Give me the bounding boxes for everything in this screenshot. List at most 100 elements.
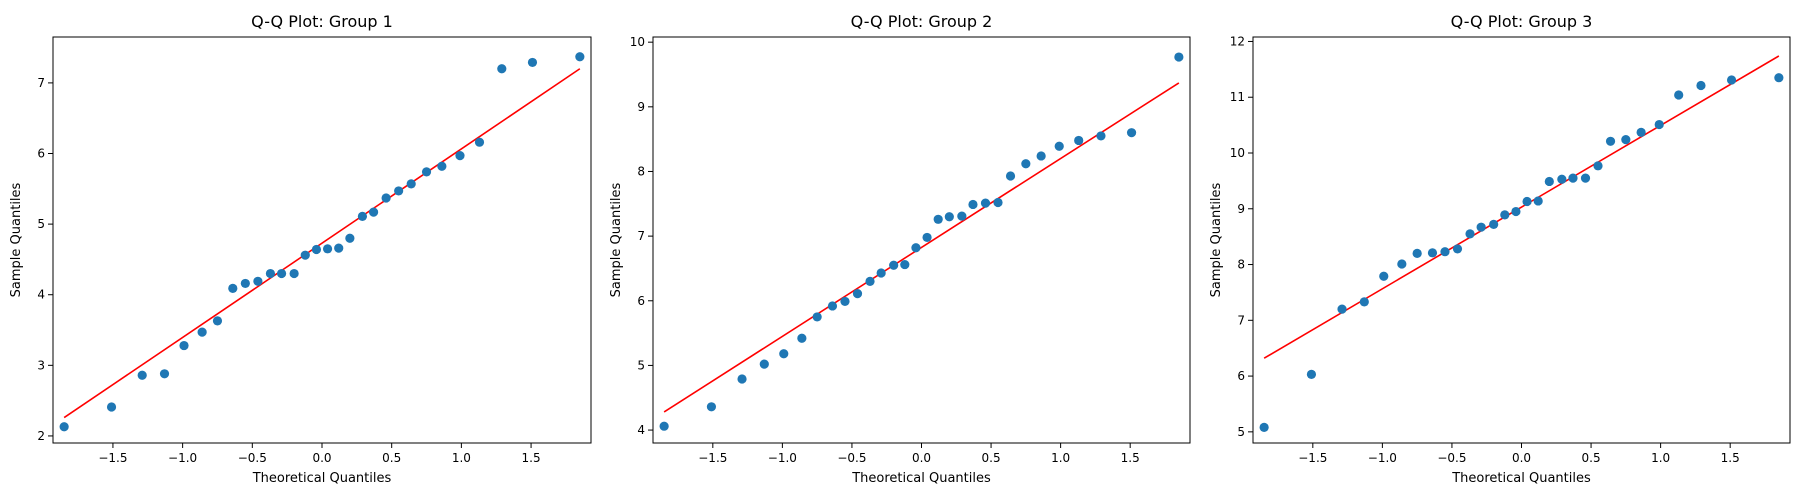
y-tick-label: 5 <box>1237 425 1245 439</box>
x-tick-label: −1.0 <box>1368 451 1397 465</box>
x-tick-label: −1.0 <box>768 451 797 465</box>
data-point <box>437 161 447 171</box>
data-point <box>406 179 416 189</box>
data-point <box>1654 119 1664 130</box>
y-tick-label: 2 <box>37 429 45 443</box>
y-tick-label: 3 <box>37 358 45 372</box>
data-point <box>779 349 789 359</box>
data-point <box>1544 176 1554 187</box>
data-point <box>812 312 822 322</box>
data-point <box>1259 422 1269 432</box>
x-tick-label: 0.0 <box>912 451 931 465</box>
x-axis-label: Theoretical Quantiles <box>851 471 991 486</box>
data-point <box>922 232 932 243</box>
data-point <box>197 327 207 337</box>
plot-frame <box>52 36 592 444</box>
data-point <box>759 359 769 369</box>
data-point <box>840 296 850 307</box>
data-point <box>1511 206 1521 217</box>
x-tick-label: −1.5 <box>98 451 127 465</box>
data-point <box>993 197 1003 208</box>
x-tick-label: −0.5 <box>1437 451 1466 465</box>
x-tick-label: −1.5 <box>698 451 727 465</box>
data-point <box>1489 219 1499 229</box>
y-axis-label: Sample Quantiles <box>1209 182 1224 297</box>
x-axis-label: Theoretical Quantiles <box>252 471 392 486</box>
y-tick-label: 6 <box>37 147 45 161</box>
y-tick-label: 6 <box>1237 369 1245 383</box>
data-point <box>968 199 978 210</box>
data-point <box>381 193 391 203</box>
data-point <box>1696 80 1706 91</box>
x-tick-label: 0.0 <box>1512 451 1531 465</box>
y-tick-label: 10 <box>1230 146 1245 160</box>
data-point <box>497 64 507 74</box>
y-tick-label: 7 <box>637 229 645 243</box>
x-tick-label: 0.0 <box>312 451 331 465</box>
data-point <box>1500 210 1510 220</box>
data-point <box>1427 248 1438 258</box>
data-point <box>1440 247 1450 257</box>
x-tick-label: −1.0 <box>168 451 197 465</box>
data-point <box>421 167 432 177</box>
data-point <box>179 340 189 351</box>
x-tick-label: 1.0 <box>452 451 471 465</box>
data-point <box>59 422 69 432</box>
data-point <box>1036 151 1046 161</box>
data-point <box>1174 52 1184 62</box>
y-tick-label: 5 <box>637 358 645 372</box>
reference-line <box>663 82 1180 413</box>
data-point <box>300 250 310 260</box>
y-tick-label: 12 <box>1230 34 1245 48</box>
x-tick-label: 0.5 <box>382 451 401 465</box>
data-point <box>900 259 910 270</box>
data-point <box>1774 73 1784 83</box>
data-point <box>1726 75 1737 85</box>
data-point <box>827 301 838 311</box>
x-tick-label: 1.5 <box>1121 451 1140 465</box>
data-point <box>1593 161 1603 171</box>
subplot-1: Q-Q Plot: Group 1 −1.5 −1.0 −0.5 0.0 0.5 1.0 1.… <box>9 12 592 486</box>
subplot-2: Q-Q Plot: Group 2 −1.5 −1.0 −0.5 0.0 0.5 1.0 1.… <box>609 12 1191 486</box>
data-point <box>706 402 717 412</box>
data-point <box>1337 304 1347 314</box>
data-point <box>1054 141 1064 151</box>
data-point <box>1096 131 1106 141</box>
data-point <box>1306 369 1317 380</box>
x-tick-label: 0.5 <box>1582 451 1601 465</box>
data-point <box>1379 271 1389 281</box>
data-point <box>159 369 170 379</box>
data-point <box>797 333 807 343</box>
data-point <box>253 276 263 286</box>
data-point <box>1522 196 1532 207</box>
data-point <box>1412 248 1422 258</box>
data-point <box>889 260 899 270</box>
chart-title: Q-Q Plot: Group 3 <box>1451 12 1593 31</box>
data-point <box>957 211 967 221</box>
data-point <box>980 198 991 208</box>
data-point <box>1021 159 1031 169</box>
y-tick-label: 4 <box>637 423 645 437</box>
data-point <box>137 370 147 380</box>
data-point <box>865 276 875 286</box>
data-point <box>1621 135 1631 145</box>
data-point <box>527 57 538 68</box>
x-tick-label: 1.5 <box>522 451 541 465</box>
data-point <box>911 243 921 253</box>
y-tick-label: 7 <box>37 76 45 90</box>
data-point <box>474 137 485 147</box>
data-point <box>1636 127 1646 137</box>
chart-title: Q-Q Plot: Group 2 <box>851 12 993 31</box>
data-point <box>1557 174 1567 184</box>
y-tick-label: 9 <box>1237 202 1245 216</box>
y-tick-label: 5 <box>37 217 45 231</box>
reference-line <box>63 68 581 419</box>
y-tick-label: 6 <box>637 294 645 308</box>
data-point <box>876 268 886 278</box>
y-tick-label: 8 <box>637 164 645 178</box>
data-point <box>1005 171 1016 181</box>
x-tick-label: 1.0 <box>1651 451 1670 465</box>
data-point <box>334 243 344 253</box>
